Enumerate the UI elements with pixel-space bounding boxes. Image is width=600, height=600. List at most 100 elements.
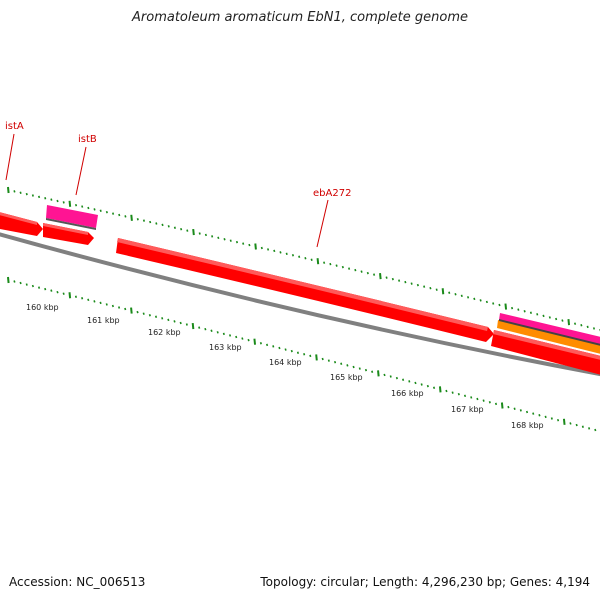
inner-tick [315, 354, 318, 361]
outer-tick [149, 220, 152, 224]
outer-tick [62, 201, 65, 204]
inner-tick [383, 373, 386, 377]
outer-tick [366, 271, 369, 275]
outer-tick [279, 251, 282, 254]
inner-tick [56, 290, 59, 294]
accession-text: Accession: NC_006513 [9, 575, 146, 589]
inner-tick [117, 306, 121, 309]
gene-label-ista: istA [5, 121, 24, 132]
inner-tick [74, 295, 78, 298]
inner-tick [457, 392, 460, 396]
outer-tick [93, 208, 96, 211]
outer-tick [13, 190, 16, 193]
outer-tick [429, 286, 432, 290]
inner-tick [588, 427, 591, 430]
inner-tick [25, 283, 28, 286]
inner-tick [438, 386, 442, 393]
outer-tick [586, 325, 589, 329]
inner-tick [253, 338, 257, 345]
inner-tick [321, 357, 324, 361]
kbp-scale-labels: 160 kbp 161 kbp 162 kbp 163 kbp 164 kbp … [26, 303, 544, 430]
outer-tick [56, 199, 59, 203]
outer-tick [81, 205, 84, 208]
inner-tick [68, 292, 72, 299]
inner-tick [575, 423, 578, 427]
leader-line-ista [5, 133, 15, 181]
outer-tick [561, 319, 564, 322]
outer-tick [223, 238, 226, 241]
outer-tick [31, 194, 34, 197]
cds-arrow-right [491, 330, 600, 375]
leader-line-istb [75, 146, 87, 196]
inner-tick [44, 287, 47, 291]
inner-tick [167, 318, 170, 322]
outer-tick [485, 300, 488, 304]
inner-tick [278, 346, 281, 350]
inner-tick [507, 405, 510, 409]
outer-tick [68, 200, 72, 207]
inner-tick [161, 317, 164, 320]
inner-tick [99, 301, 102, 305]
kbp-label: 164 kbp [269, 358, 302, 367]
outer-tick [229, 239, 232, 242]
pink-feature-right-shadow [499, 319, 600, 346]
inner-tick [81, 297, 84, 300]
inner-tick [124, 307, 127, 311]
outer-tick [510, 306, 514, 310]
outer-tick [385, 276, 388, 279]
outer-tick [435, 288, 438, 291]
outer-tick [504, 303, 508, 310]
outer-tick [167, 225, 170, 228]
inner-tick [222, 332, 225, 336]
outer-tick [479, 299, 482, 302]
outer-tick [523, 309, 526, 313]
pink-feature-istb [46, 205, 98, 228]
outer-tick [529, 311, 532, 314]
kbp-label: 163 kbp [209, 343, 242, 352]
outer-tick [161, 223, 164, 227]
gene-label-istb: istB [78, 134, 97, 145]
outer-tick [567, 319, 571, 326]
inner-tick [148, 313, 151, 317]
outer-tick [99, 209, 102, 213]
outer-tick [310, 258, 313, 261]
inner-tick [426, 384, 429, 388]
outer-tick [316, 258, 320, 265]
inner-tick [272, 345, 275, 348]
outer-tick [323, 261, 326, 264]
outer-tick [329, 262, 332, 266]
inner-tick [482, 399, 485, 402]
inner-tick [87, 298, 90, 302]
inner-tick [284, 348, 287, 351]
inner-tick [296, 351, 300, 354]
outer-tick [50, 198, 53, 201]
genome-backbone [0, 232, 600, 377]
inner-tick [327, 359, 330, 362]
cds-arrow-eba272-highlight [117, 238, 488, 331]
inner-tick [346, 364, 349, 367]
outer-tick [460, 294, 463, 298]
inner-tick [259, 342, 262, 345]
kbp-label: 165 kbp [330, 373, 363, 382]
outer-tick [573, 322, 577, 325]
inner-tick [594, 428, 597, 432]
outer-tick [360, 270, 363, 273]
inner-tick [62, 292, 65, 295]
outer-tick [198, 232, 201, 235]
inner-tick [142, 312, 145, 315]
outer-tick [254, 243, 257, 250]
inner-tick [173, 320, 176, 323]
outer-tick-track [7, 186, 600, 332]
outer-tick [423, 285, 426, 288]
kbp-label: 162 kbp [148, 328, 181, 337]
outer-tick [136, 217, 139, 221]
outer-tick [130, 214, 133, 221]
outer-tick [466, 296, 470, 299]
cds-arrow-istb-highlight [43, 223, 88, 235]
outer-tick [373, 273, 376, 276]
outer-tick [398, 279, 401, 282]
outer-tick [448, 291, 451, 294]
inner-tick [204, 327, 207, 331]
inner-tick [581, 425, 584, 428]
